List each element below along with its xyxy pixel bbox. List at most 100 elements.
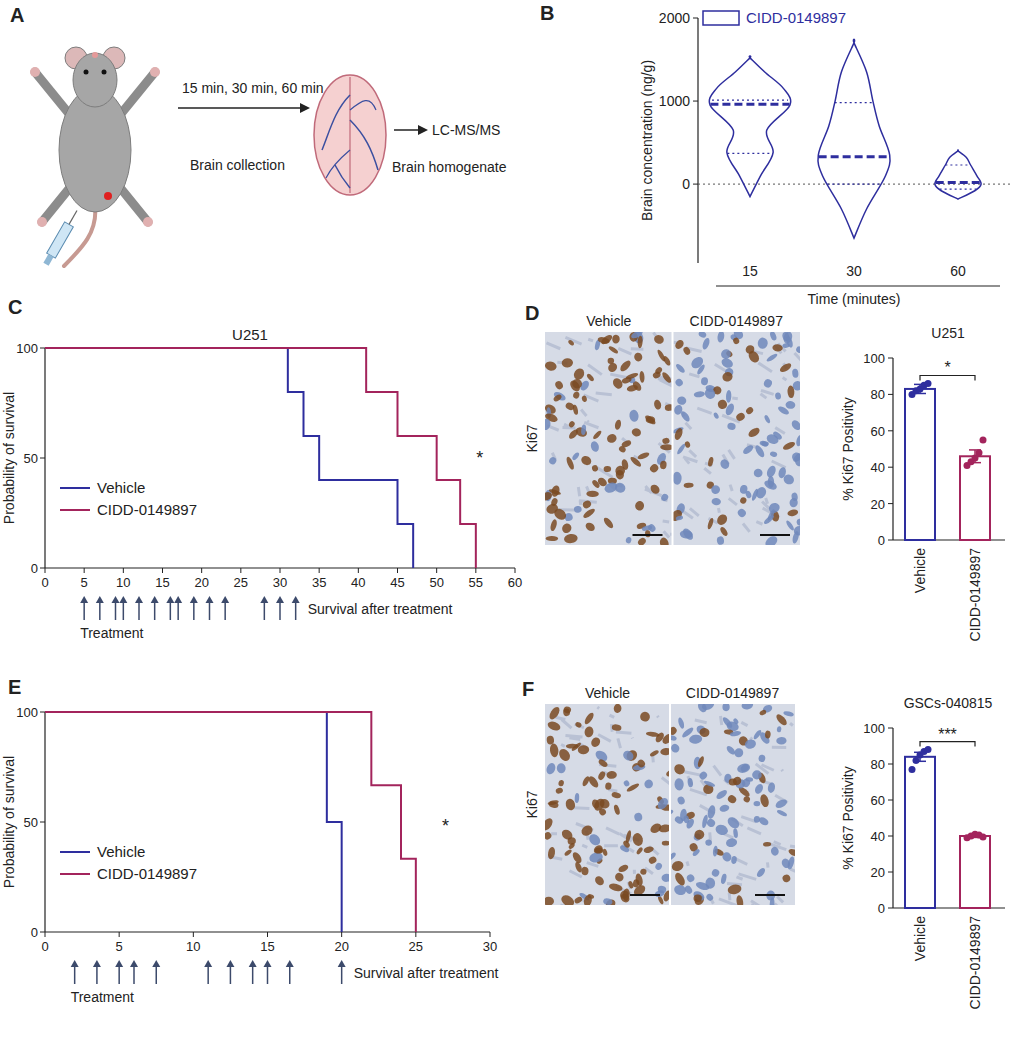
y-axis-label: % Ki67 Positivity <box>840 397 856 500</box>
nucleus <box>698 770 709 781</box>
nucleus <box>552 506 568 522</box>
tissue-fiber <box>608 790 617 792</box>
nucleus <box>720 873 727 884</box>
arrow-head <box>204 960 212 967</box>
nucleus <box>790 419 800 432</box>
nucleus <box>701 337 711 350</box>
nucleus <box>754 485 768 500</box>
nucleus <box>670 735 677 742</box>
nucleus <box>752 770 762 779</box>
treatment-arrow-group <box>166 596 174 620</box>
nucleus <box>703 386 718 401</box>
x-tick-label: 30 <box>273 575 287 590</box>
tissue-background <box>545 332 673 545</box>
tissue-fiber <box>743 523 750 531</box>
nucleus <box>545 816 555 832</box>
syringe-plunger <box>43 254 53 266</box>
x-tick <box>45 568 46 573</box>
nucleus <box>777 726 782 733</box>
tissue-fiber <box>579 500 583 505</box>
nucleus <box>561 358 573 368</box>
y-tick-label: 1000 <box>659 93 690 109</box>
panel-letter: B <box>540 2 554 24</box>
nucleus <box>568 842 576 850</box>
significance-label: * <box>476 448 483 468</box>
x-tick-label: 20 <box>334 939 348 954</box>
image-divider <box>669 704 671 905</box>
nucleus <box>546 536 559 541</box>
nucleus <box>681 527 695 542</box>
nucleus <box>563 533 578 544</box>
arrow-shaft <box>154 602 156 620</box>
nucleus <box>567 339 575 346</box>
micrograph <box>545 332 673 545</box>
nucleus <box>636 846 644 855</box>
arrow-head <box>276 596 284 603</box>
y-tick <box>40 712 45 713</box>
tissue-fiber <box>596 393 612 395</box>
nucleus <box>613 804 621 815</box>
nucleus <box>591 798 601 809</box>
arrow-shaft <box>115 602 117 620</box>
tissue-fiber <box>730 485 732 491</box>
nucleus <box>549 743 559 758</box>
arrow-shaft <box>118 966 120 984</box>
diagram-label: Brain collection <box>190 157 285 173</box>
arrow-shaft <box>341 966 343 984</box>
nucleus <box>742 443 755 455</box>
quartile-line <box>727 153 772 154</box>
nucleus <box>626 384 638 392</box>
treatment-arrow-group <box>276 596 284 620</box>
nucleus <box>622 839 631 849</box>
nucleus <box>604 466 612 472</box>
x-tick-label: CIDD-0149897 <box>967 916 983 1010</box>
y-axis <box>892 358 893 540</box>
nucleus <box>602 516 615 530</box>
treatment-arrow-group <box>204 960 212 984</box>
nucleus <box>630 332 644 340</box>
brain-vessels <box>322 95 378 188</box>
nucleus <box>673 883 687 896</box>
nucleus <box>634 873 643 887</box>
nucleus <box>675 363 687 374</box>
arrow-head <box>292 596 300 603</box>
y-tick <box>693 101 698 102</box>
legend-label: Vehicle <box>97 479 145 496</box>
nucleus <box>727 883 743 896</box>
arrow-shaft <box>224 602 226 620</box>
nucleus <box>623 779 631 787</box>
y-tick-label: 100 <box>863 351 885 366</box>
nucleus <box>782 440 796 451</box>
scale-bar <box>755 894 785 896</box>
tissue-fiber <box>562 426 575 429</box>
nucleus <box>684 441 691 449</box>
nucleus <box>554 380 564 391</box>
nucleus <box>729 730 741 737</box>
nucleus <box>643 778 655 790</box>
nucleus <box>546 735 554 744</box>
tissue-fiber <box>610 374 626 377</box>
y-tick-label: 0 <box>31 561 38 576</box>
nucleus <box>654 862 663 871</box>
nucleus <box>662 437 670 444</box>
nucleus <box>577 745 589 755</box>
treatment-arrow-group <box>96 596 104 620</box>
treatment-arrow-group <box>190 596 198 620</box>
arrow-head <box>226 960 234 967</box>
bar <box>960 456 990 540</box>
arrow-head <box>80 596 88 603</box>
nucleus <box>698 332 708 339</box>
nucleus <box>552 393 562 402</box>
y-tick-label: 60 <box>871 793 885 808</box>
y-tick-label: 20 <box>871 865 885 880</box>
plot-area <box>905 380 990 540</box>
arrow-head <box>260 596 268 603</box>
y-tick <box>693 18 698 19</box>
tissue-fiber <box>737 877 743 879</box>
nucleus <box>547 846 556 859</box>
y-tick-label: 80 <box>871 387 885 402</box>
nucleus <box>765 464 777 478</box>
nucleus <box>772 344 783 352</box>
x-tick <box>341 932 342 937</box>
nucleus <box>548 801 559 809</box>
